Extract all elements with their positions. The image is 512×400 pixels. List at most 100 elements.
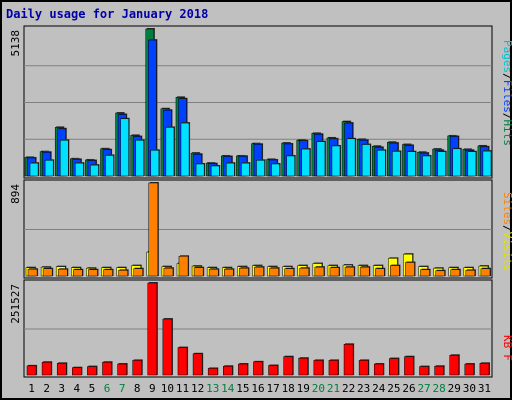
bar-pages-day-14	[226, 162, 235, 177]
bar-kbytes-day-30	[464, 363, 475, 376]
bar-kbytes-day-13	[207, 368, 218, 376]
bar-pages-day-5	[90, 164, 99, 177]
bar-pages-day-16	[256, 160, 265, 177]
bar-sites-day-9	[148, 182, 159, 277]
bar-sites-day-21	[329, 267, 340, 277]
bar-pages-day-11	[180, 122, 190, 177]
day-label-3: 3	[58, 382, 65, 395]
bar-kbytes-day-24	[373, 363, 384, 376]
bar-kbytes-day-21	[328, 360, 339, 376]
bar-pages-day-22	[346, 138, 356, 177]
y-axis-max-label-3: 251527	[9, 284, 22, 324]
bar-sites-day-6	[103, 269, 113, 277]
bar-sites-day-16	[254, 266, 264, 277]
bar-kbytes-day-31	[479, 363, 490, 376]
bar-kbytes-day-18	[283, 356, 293, 376]
bar-pages-day-21	[331, 145, 341, 177]
day-label-4: 4	[74, 382, 81, 395]
bar-pages-day-27	[422, 155, 431, 177]
bar-sites-day-8	[133, 268, 144, 277]
bar-kbytes-day-25	[389, 358, 399, 376]
day-label-2: 2	[43, 382, 50, 395]
bar-kbytes-day-2	[41, 361, 52, 376]
day-label-13: 13	[206, 382, 219, 395]
day-label-10: 10	[161, 382, 174, 395]
day-label-7: 7	[119, 382, 126, 395]
bar-pages-day-7	[120, 118, 129, 177]
bar-sites-day-17	[269, 267, 279, 277]
bar-sites-day-30	[465, 270, 476, 277]
bar-sites-day-24	[374, 268, 385, 277]
bar-pages-day-6	[105, 155, 114, 177]
bar-sites-day-29	[450, 269, 461, 277]
bar-pages-day-23	[361, 144, 371, 177]
day-label-28: 28	[433, 382, 446, 395]
bar-sites-day-12	[193, 267, 204, 277]
day-label-21: 21	[327, 382, 340, 395]
day-label-9: 9	[149, 382, 156, 395]
bar-sites-day-14	[224, 268, 234, 277]
bar-kbytes-day-26	[404, 356, 414, 376]
bar-sites-day-13	[208, 268, 219, 277]
day-label-5: 5	[89, 382, 96, 395]
bar-sites-day-3	[57, 268, 68, 277]
legend-panel-1: Pages/Files/Hits	[501, 40, 512, 146]
bar-pages-day-24	[376, 150, 386, 177]
bar-sites-day-5	[88, 269, 98, 277]
panel-2: 894 Sites/Visits	[9, 179, 512, 279]
bar-kbytes-day-6	[102, 361, 112, 376]
bar-pages-day-18	[286, 155, 295, 177]
bar-sites-day-26	[405, 262, 415, 277]
bar-kbytes-day-4	[72, 367, 82, 376]
day-label-19: 19	[297, 382, 310, 395]
legend-item: Sites	[501, 192, 512, 225]
day-label-11: 11	[176, 382, 189, 395]
bar-kbytes-day-17	[268, 365, 278, 376]
bar-sites-day-2	[42, 268, 53, 277]
day-label-18: 18	[282, 382, 295, 395]
day-label-29: 29	[448, 382, 461, 395]
bar-pages-day-31	[482, 150, 492, 177]
bar-pages-day-2	[44, 160, 54, 177]
bar-sites-day-10	[163, 267, 174, 277]
bar-sites-day-28	[435, 270, 445, 277]
day-label-8: 8	[134, 382, 141, 395]
bar-pages-day-25	[392, 151, 401, 177]
bar-pages-day-1	[29, 162, 39, 177]
bar-pages-day-29	[452, 148, 462, 177]
bar-pages-day-10	[165, 127, 175, 177]
day-label-12: 12	[191, 382, 204, 395]
legend-item: /	[501, 225, 512, 232]
legend-item: Hits	[501, 120, 512, 147]
bar-pages-day-20	[316, 141, 326, 177]
day-label-6: 6	[104, 382, 111, 395]
bar-kbytes-day-12	[192, 353, 203, 376]
day-label-16: 16	[251, 382, 264, 395]
bar-pages-day-13	[210, 165, 220, 177]
legend-item: Visits	[501, 232, 512, 272]
bar-kbytes-day-8	[132, 360, 143, 376]
bar-kbytes-day-1	[26, 365, 37, 376]
bar-kbytes-day-20	[313, 360, 324, 376]
bar-kbytes-day-7	[117, 363, 127, 376]
legend-item: KB	[501, 335, 512, 349]
bar-pages-day-26	[407, 151, 416, 177]
legend-item: /	[501, 113, 512, 120]
panel-3: 251527 KB F	[9, 279, 512, 378]
bar-sites-day-22	[344, 266, 355, 277]
bar-kbytes-day-16	[253, 361, 263, 376]
legend-item: Pages	[501, 40, 512, 73]
bar-kbytes-day-22	[343, 344, 354, 376]
bar-sites-day-19	[299, 267, 310, 277]
bar-sites-day-20	[314, 266, 325, 277]
bar-sites-day-23	[359, 266, 370, 277]
bar-sites-day-18	[284, 268, 294, 277]
x-axis-day-labels: 1 2 3 4 5 6 7 8 9 10 11 12 13 14 15 16 17 18 19 20 21 22 23 24 2…	[28, 382, 491, 395]
bar-sites-day-7	[118, 270, 128, 277]
bar-kbytes-day-9	[147, 282, 158, 376]
bar-kbytes-day-19	[298, 357, 309, 376]
bar-sites-day-4	[73, 269, 83, 277]
day-label-30: 30	[463, 382, 476, 395]
